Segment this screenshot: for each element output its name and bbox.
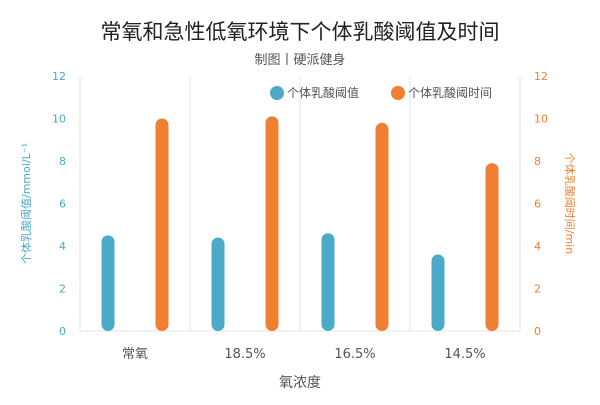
x-tick-label: 16.5% (334, 347, 375, 362)
y-tick-label-left: 0 (59, 325, 66, 338)
x-tick-label: 14.5% (444, 347, 485, 362)
y-tick-label-right: 8 (534, 155, 541, 168)
y-tick-label-right: 10 (534, 113, 548, 126)
legend-label: 个体乳酸阈时间 (408, 85, 492, 100)
y-tick-label-left: 12 (52, 70, 66, 83)
bar-lactate-threshold-time (375, 122, 389, 331)
legend-label: 个体乳酸阈值 (287, 85, 359, 100)
y-tick-label-right: 12 (534, 70, 548, 83)
y-axis-title-right: 个体乳酸阈时间/min (563, 153, 577, 254)
y-tick-label-right: 4 (534, 240, 541, 253)
x-axis-title: 氧浓度 (279, 375, 321, 391)
y-tick-label-left: 8 (59, 155, 66, 168)
bar-lactate-threshold-time (485, 163, 499, 331)
x-tick-label: 18.5% (224, 347, 265, 362)
chart-subtitle: 制图丨硬派健身 (254, 53, 346, 68)
chart-title: 常氧和急性低氧环境下个体乳酸阈值及时间 (100, 20, 500, 44)
y-tick-label-left: 2 (59, 283, 66, 296)
legend-marker (391, 86, 405, 100)
y-tick-label-right: 0 (534, 325, 541, 338)
legend-marker (270, 86, 284, 100)
bar-lactate-threshold-time (155, 118, 169, 331)
y-tick-label-left: 4 (59, 240, 66, 253)
bar-lactate-threshold (101, 235, 115, 331)
bar-lactate-threshold-time (265, 116, 279, 331)
x-tick-label: 常氧 (122, 347, 148, 362)
y-tick-label-left: 6 (59, 198, 66, 211)
bar-lactate-threshold (321, 233, 335, 331)
bar-lactate-threshold (211, 237, 225, 331)
y-tick-label-right: 2 (534, 283, 541, 296)
y-tick-label-left: 10 (52, 113, 66, 126)
y-axis-title-left: 个体乳酸阈值/mmol/L⁻¹ (19, 143, 33, 264)
y-tick-label-right: 6 (534, 198, 541, 211)
bar-lactate-threshold (431, 254, 445, 331)
